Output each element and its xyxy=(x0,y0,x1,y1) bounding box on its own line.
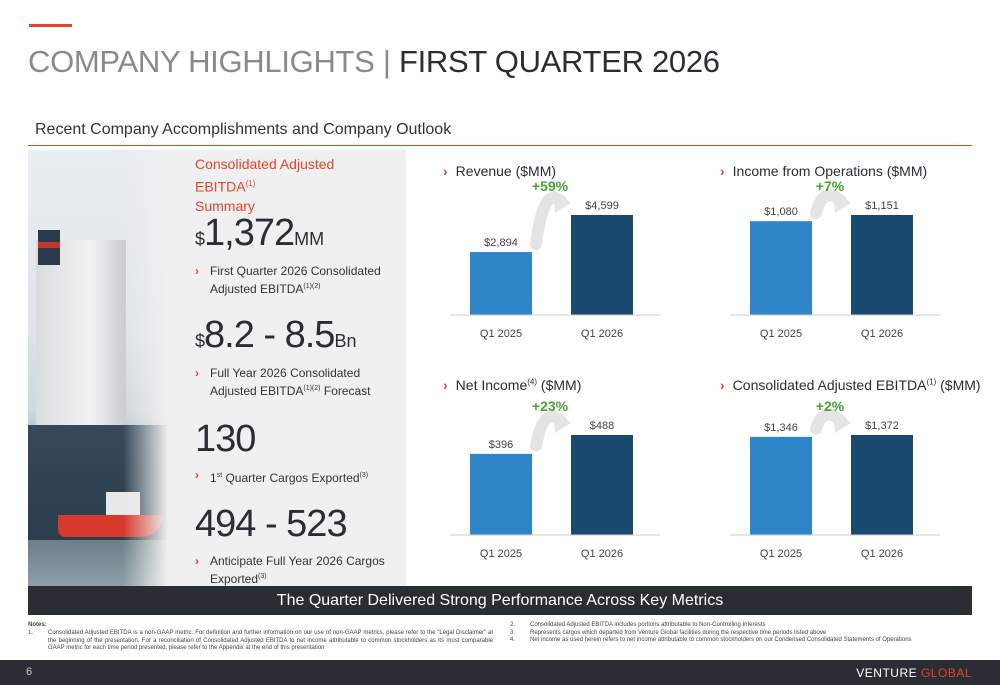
metric-cargos-fy: 494 - 523 xyxy=(195,503,348,545)
footnote-3: 3. Represents cargos which departed from … xyxy=(510,629,827,636)
brand-logo: VENTURE GLOBAL xyxy=(856,666,972,680)
bar-q1-2026 xyxy=(851,435,913,535)
summary-panel xyxy=(168,150,406,586)
net-income-bar-chart: $396 Q1 2025 $488 Q1 2026 +23% xyxy=(450,398,660,560)
category-tick-label: Q1 2026 xyxy=(861,548,903,560)
income-ops-bar-chart: $1,080 Q1 2025 $1,151 Q1 2026 +7% xyxy=(730,178,940,340)
category-tick-label: Q1 2026 xyxy=(581,328,623,340)
bar-value-label: $396 xyxy=(489,439,513,451)
title-accent-line xyxy=(29,24,72,27)
growth-label: +2% xyxy=(816,398,845,414)
metric-ebitda-fy-desc: › Full Year 2026 Consolidated Adjusted EB… xyxy=(195,366,371,398)
bar-q1-2026 xyxy=(571,435,633,535)
growth-label: +59% xyxy=(532,178,569,194)
page-number: 6 xyxy=(26,666,33,678)
category-tick-label: Q1 2026 xyxy=(861,328,903,340)
growth-arrow-head xyxy=(553,409,571,433)
footnote-4: 4. Net income as used herein refers to ne… xyxy=(510,637,912,643)
bar-value-label: $1,372 xyxy=(865,420,899,432)
bar-value-label: $1,080 xyxy=(764,206,798,218)
category-tick-label: Q1 2025 xyxy=(760,328,802,340)
lng-ship-photo xyxy=(28,150,168,586)
ebitda-bar-chart: $1,346 Q1 2025 $1,372 Q1 2026 +2% xyxy=(730,398,940,560)
bar-value-label: $4,599 xyxy=(585,200,619,212)
summary-heading: Consolidated Adjusted EBITDA(1) Summary xyxy=(195,156,335,214)
chart-title-income-ops: › Income from Operations ($MM) xyxy=(720,163,928,179)
chart-title-revenue: › Revenue ($MM) xyxy=(443,163,557,179)
category-tick-label: Q1 2025 xyxy=(480,328,522,340)
footnote-2: 2. Consolidated Adjusted EBITDA includes … xyxy=(510,622,766,628)
growth-label: +7% xyxy=(816,178,845,194)
growth-arrow-head xyxy=(553,189,571,213)
bar-q1-2025 xyxy=(750,436,812,535)
bar-q1-2025 xyxy=(750,221,812,315)
bar-value-label: $2,894 xyxy=(484,237,518,249)
metric-cargos-q1-desc: › 1st Quarter Cargos Exported(3) xyxy=(195,468,369,485)
metric-cargos-q1: 130 xyxy=(195,418,256,460)
metric-ebitda-fy-forecast: $8.2 - 8.5Bn xyxy=(195,314,357,356)
metric-ebitda-q1: $1,372MM xyxy=(195,212,325,254)
metric-ebitda-q1-desc: › First Quarter 2026 Consolidated Adjuste… xyxy=(195,264,381,296)
metric-cargos-fy-desc: › Anticipate Full Year 2026 Cargos Export… xyxy=(195,554,385,586)
chart-title-ebitda: › Consolidated Adjusted EBITDA(1) ($MM) xyxy=(720,377,981,393)
category-tick-label: Q1 2025 xyxy=(480,548,522,560)
bar-value-label: $1,151 xyxy=(865,200,899,212)
bar-q1-2026 xyxy=(851,215,913,315)
section-title: Recent Company Accomplishments and Compa… xyxy=(35,121,452,138)
chart-title-net-income: › Net Income(4) ($MM) xyxy=(443,377,582,393)
footer-bar: 6 VENTURE GLOBAL xyxy=(0,660,1000,685)
growth-arrow-head xyxy=(833,409,851,433)
page-title: COMPANY HIGHLIGHTS | FIRST QUARTER 2026 xyxy=(28,44,720,79)
section-divider xyxy=(28,145,972,146)
performance-banner: The Quarter Delivered Strong Performance… xyxy=(28,586,972,615)
category-tick-label: Q1 2026 xyxy=(581,548,623,560)
bar-value-label: $1,346 xyxy=(764,422,798,434)
growth-arrow-head xyxy=(833,189,851,213)
revenue-bar-chart: $2,894 Q1 2025 $4,599 Q1 2026 +59% xyxy=(450,178,660,340)
bar-q1-2025 xyxy=(470,453,532,535)
bar-q1-2026 xyxy=(571,215,633,315)
growth-label: +23% xyxy=(532,398,569,414)
category-tick-label: Q1 2025 xyxy=(760,548,802,560)
bar-q1-2025 xyxy=(470,252,532,315)
footnote-1: 1. Consolidated Adjusted EBITDA is a non-… xyxy=(28,630,493,651)
bar-value-label: $488 xyxy=(590,420,614,432)
